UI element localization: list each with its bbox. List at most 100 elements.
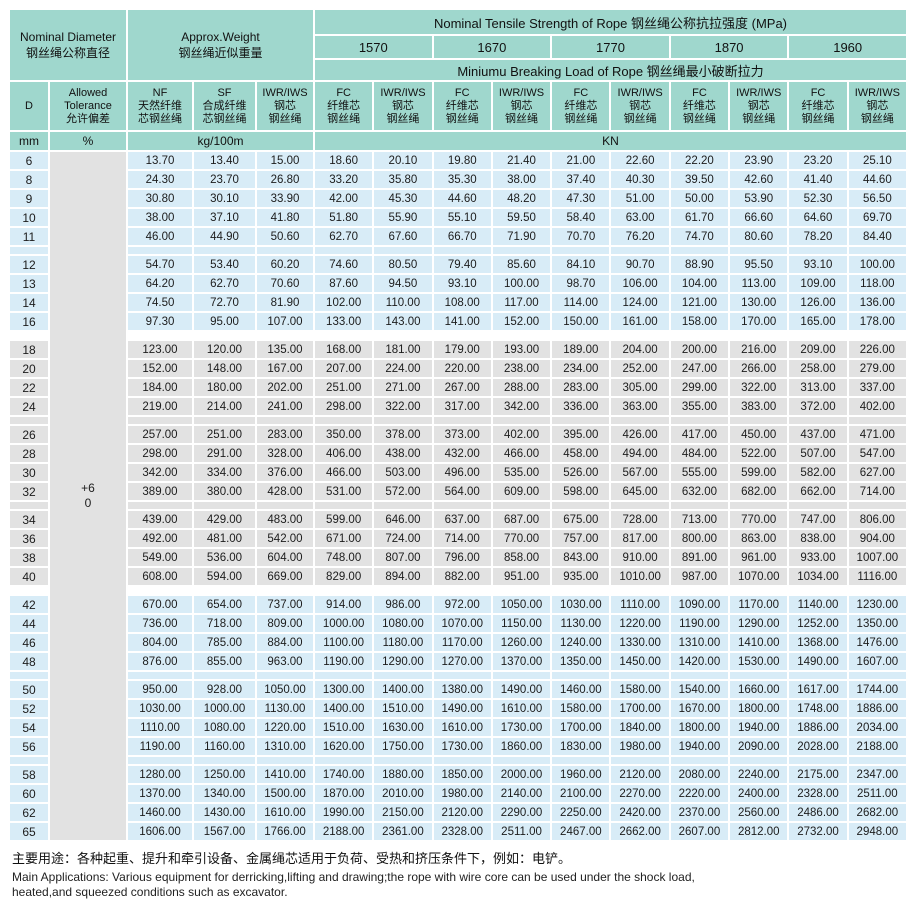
cell-value: 110.00 (372, 292, 434, 313)
cell-value: 876.00 (126, 651, 194, 672)
cell-value: 863.00 (728, 528, 790, 549)
cell-value: 342.00 (490, 396, 553, 417)
col-header-fc-1960: FC 纤维芯 钢丝绳 (787, 80, 849, 132)
cell-value: 224.00 (372, 358, 434, 379)
cell-value: 62.70 (192, 273, 257, 294)
table-header: Nominal Diameter 钢丝绳公称直径 Approx.Weight 钢… (8, 8, 909, 152)
cell-value: 747.00 (787, 509, 849, 530)
cell-value: 322.00 (372, 396, 434, 417)
cell-value: 2467.00 (550, 821, 612, 842)
cell-diameter: 30 (8, 462, 50, 483)
cell-value: 133.00 (312, 311, 375, 332)
cell-diameter: 9 (8, 188, 50, 209)
cell-value: 342.00 (126, 462, 194, 483)
cell-value: 481.00 (192, 528, 257, 549)
cell-diameter: 8 (8, 169, 50, 190)
cell-value: 1607.00 (846, 651, 909, 672)
cell-value: 1070.00 (431, 613, 493, 634)
cell-value: 42.00 (312, 188, 375, 209)
cell-value: 2150.00 (372, 802, 434, 823)
cell-value: 728.00 (609, 509, 671, 530)
cell-value: 53.90 (728, 188, 790, 209)
cell-value: 84.10 (550, 254, 612, 275)
cell-value: 632.00 (668, 481, 731, 502)
cell-value: 39.50 (668, 169, 731, 190)
cell-value: 168.00 (312, 339, 375, 360)
cell-value: 373.00 (431, 424, 493, 445)
cell-value: 23.90 (728, 150, 790, 171)
table-row-d44: 44 736.00 718.00 809.00 1000.00 1080.00 1070.0… (8, 613, 909, 634)
table-row-d18: 18 123.00 120.00 135.00 168.00 181.00 179.00 19… (8, 339, 909, 360)
cell-value: 24.30 (126, 169, 194, 190)
cell-value: 161.00 (609, 311, 671, 332)
cell-value: 1410.00 (728, 632, 790, 653)
cell-value: 2948.00 (846, 821, 909, 842)
cell-value: 70.60 (255, 273, 315, 294)
cell-value: 2120.00 (431, 802, 493, 823)
cell-value: 305.00 (609, 377, 671, 398)
cell-value: 80.50 (372, 254, 434, 275)
cell-value: 471.00 (846, 424, 909, 445)
cell-value: 1476.00 (846, 632, 909, 653)
col-header-diameter: D (8, 80, 50, 132)
cell-value: 484.00 (668, 443, 731, 464)
cell-value: 2175.00 (787, 764, 849, 785)
cell-value: 1490.00 (787, 651, 849, 672)
cell-value: 884.00 (255, 632, 315, 653)
cell-value: 1886.00 (787, 717, 849, 738)
cell-value: 935.00 (550, 566, 612, 587)
cell-value: 25.10 (846, 150, 909, 171)
cell-value: 858.00 (490, 547, 553, 568)
cell-value: 646.00 (372, 509, 434, 530)
cell-value: 675.00 (550, 509, 612, 530)
cell-value: 2140.00 (490, 783, 553, 804)
cell-value: 1170.00 (728, 594, 790, 615)
table-row-d52: 52 1030.00 1000.00 1130.00 1400.00 1510.00 149… (8, 698, 909, 719)
cell-value: 76.20 (609, 226, 671, 247)
header-breaking-load-title: Miniumu Breaking Load of Rope 钢丝绳最小破断拉力 (313, 58, 908, 82)
applications-note-zh: 主要用途：各种起重、提升和牵引设备、金属绳芯适用于负荷、受热和挤压条件下，例如：… (12, 851, 572, 866)
col-header-tolerance: Allowed Tolerance 允许偏差 (48, 80, 128, 132)
table-row-d34: 34 439.00 429.00 483.00 599.00 646.00 637.00 68… (8, 509, 909, 530)
cell-value: 1740.00 (312, 764, 375, 785)
table-row-d22: 22 184.00 180.00 202.00 251.00 271.00 267.00 28… (8, 377, 909, 398)
cell-value: 1450.00 (609, 651, 671, 672)
cell-value: 627.00 (846, 462, 909, 483)
cell-value: 2090.00 (728, 736, 790, 757)
cell-value: 165.00 (787, 311, 849, 332)
cell-value: 492.00 (126, 528, 194, 549)
cell-value: 283.00 (255, 424, 315, 445)
cell-value: 102.00 (312, 292, 375, 313)
cell-value: 406.00 (312, 443, 375, 464)
cell-value: 130.00 (728, 292, 790, 313)
cell-value: 38.00 (490, 169, 553, 190)
cell-value: 2188.00 (312, 821, 375, 842)
cell-value: 35.30 (431, 169, 493, 190)
cell-value: 1290.00 (372, 651, 434, 672)
cell-value: 372.00 (787, 396, 849, 417)
strength-grade-1960: 1960 (787, 34, 908, 60)
cell-value: 35.80 (372, 169, 434, 190)
cell-value: 80.60 (728, 226, 790, 247)
cell-value: 1050.00 (255, 679, 315, 700)
cell-value: 19.80 (431, 150, 493, 171)
cell-value: 117.00 (490, 292, 553, 313)
cell-value: 1880.00 (372, 764, 434, 785)
cell-value: 150.00 (550, 311, 612, 332)
cell-value: 796.00 (431, 547, 493, 568)
cell-value: 714.00 (846, 481, 909, 502)
cell-value: 41.40 (787, 169, 849, 190)
cell-value: 33.20 (312, 169, 375, 190)
cell-value: 1180.00 (372, 632, 434, 653)
cell-value: 234.00 (550, 358, 612, 379)
cell-value: 100.00 (846, 254, 909, 275)
cell-value: 1617.00 (787, 679, 849, 700)
cell-value: 1580.00 (550, 698, 612, 719)
unit-mm: mm (8, 130, 50, 152)
table-row-d12: 12 54.70 53.40 60.20 74.60 80.50 79.40 85.60 84.… (8, 254, 909, 275)
cell-value: 438.00 (372, 443, 434, 464)
cell-value: 1030.00 (550, 594, 612, 615)
cell-value: 93.10 (431, 273, 493, 294)
cell-value: 64.20 (126, 273, 194, 294)
group-spacer (8, 756, 909, 765)
